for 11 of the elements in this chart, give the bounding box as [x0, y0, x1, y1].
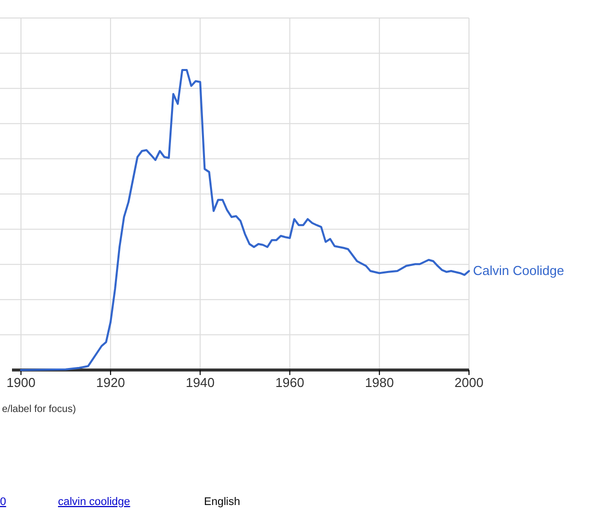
text: 0 — [0, 496, 6, 508]
x-tick-label: 1920 — [96, 375, 126, 390]
x-tick-label: 1980 — [364, 375, 394, 390]
text: calvin coolidge — [58, 496, 130, 508]
x-tick-label: 1940 — [186, 375, 215, 390]
x-tick-label: 1900 — [6, 375, 36, 390]
text: English — [204, 496, 240, 508]
text: e/label for focus) — [2, 404, 76, 415]
x-tick-label: 1960 — [275, 375, 304, 390]
series-label: Calvin Coolidge — [473, 263, 564, 278]
x-tick-label: 2000 — [454, 375, 484, 390]
